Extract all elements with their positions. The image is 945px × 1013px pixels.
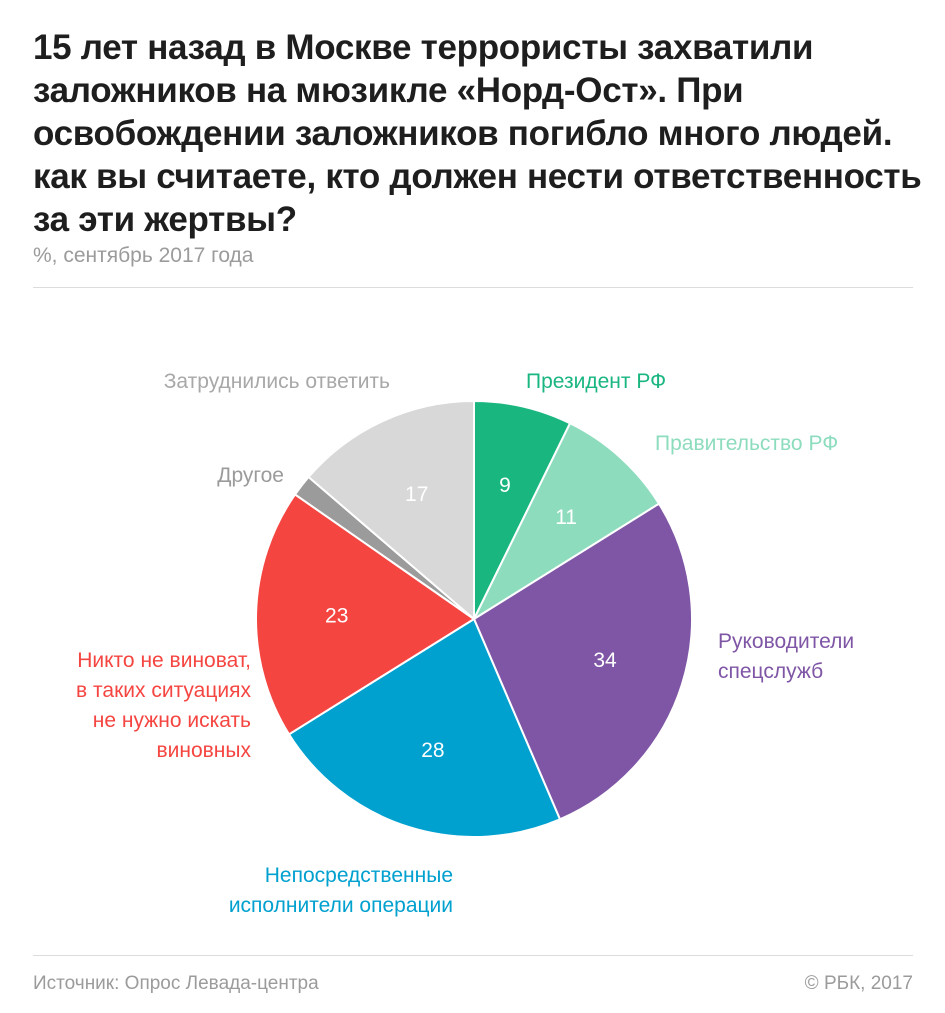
pie-category-label: Президент РФ <box>526 370 666 393</box>
pie-value-label: 17 <box>405 483 428 506</box>
pie-slice-правительство-рф <box>471 421 661 622</box>
pie-slice-непосредственные <box>287 617 562 838</box>
pie-category-label: Непосредственные исполнители операции <box>229 864 453 917</box>
pie-category-label: Затруднились ответить <box>164 370 390 393</box>
pie-slices <box>255 399 693 838</box>
chart-subtitle: %, сентябрь 2017 года <box>33 244 254 267</box>
pie-slice-руководители <box>472 502 693 821</box>
bottom-divider <box>33 955 913 956</box>
pie-value-labels: 9 11 34 28 23 17 <box>325 474 617 762</box>
pie-value-label: 11 <box>555 506 577 529</box>
chart-title: 15 лет назад в Москве террористы захвати… <box>33 28 922 239</box>
top-divider <box>33 287 913 288</box>
copyright-note: © РБК, 2017 <box>804 973 913 994</box>
source-note: Источник: Опрос Левада-центра <box>33 973 319 994</box>
pie-category-label: Руководители спецслужб <box>718 630 854 683</box>
pie-category-labels: Президент РФ Правительство РФ Руководители… <box>76 370 854 917</box>
pie-slice-никто-не-виноват <box>255 493 476 736</box>
pie-category-label: Правительство РФ <box>655 432 838 455</box>
pie-slice-затруднились-ответить <box>307 399 475 622</box>
pie-category-label: Никто не виноват, в таких ситуациях не нуж… <box>76 649 251 762</box>
pie-slice-президент-рф <box>473 399 572 620</box>
pie-value-label: 28 <box>421 739 444 762</box>
pie-value-label: 34 <box>593 649 617 672</box>
pie-category-label: Другое <box>217 464 284 487</box>
pie-value-label: 9 <box>499 474 511 497</box>
pie-value-label: 23 <box>325 605 348 628</box>
